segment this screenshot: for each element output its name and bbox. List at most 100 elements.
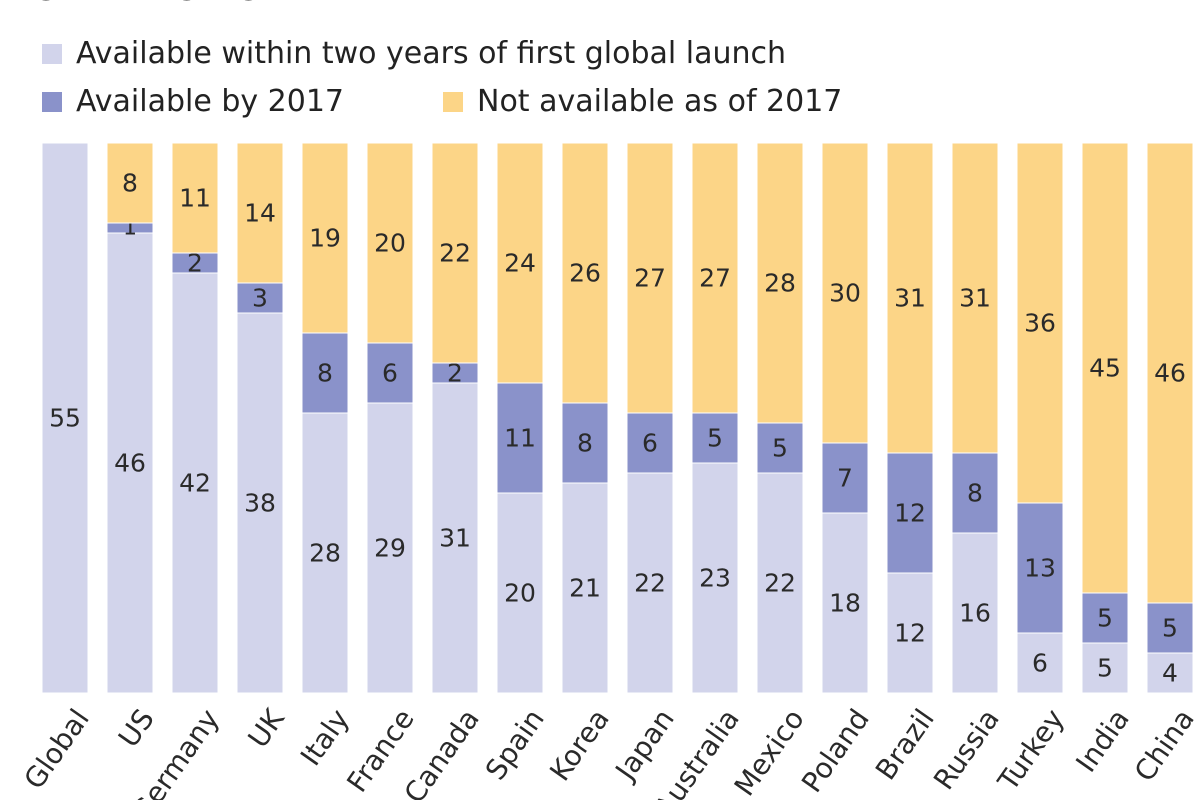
- data-label-india-not-available: 45: [1089, 354, 1121, 383]
- data-label-germany-not-available: 11: [179, 184, 211, 213]
- data-label-turkey-available-by-2017: 13: [1024, 554, 1056, 583]
- data-label-canada-available-by-2017: 2: [447, 359, 463, 388]
- bar-segment-us-not-available: [106, 142, 154, 224]
- data-label-us-available-within-two-years: 46: [114, 449, 146, 478]
- data-label-poland-available-by-2017: 7: [837, 464, 853, 493]
- bar-segment-china-not-available: [1146, 142, 1194, 604]
- data-label-spain-available-within-two-years: 20: [504, 579, 536, 608]
- data-label-mexico-available-by-2017: 5: [772, 434, 788, 463]
- bar-segment-india-available-by-2017: [1081, 592, 1129, 644]
- data-label-canada-available-within-two-years: 31: [439, 524, 471, 553]
- bar-segment-germany-available-within-two-years: [171, 272, 219, 694]
- data-label-japan-available-by-2017: 6: [642, 429, 658, 458]
- x-tick-label-korea: Korea: [543, 703, 616, 787]
- legend-swatch-available-by-2017: [42, 91, 62, 112]
- bar-segment-turkey-available-within-two-years: [1016, 632, 1064, 694]
- data-label-brazil-available-by-2017: 12: [894, 499, 926, 528]
- bar-segment-australia-available-by-2017: [691, 412, 739, 464]
- bar-segment-india-available-within-two-years: [1081, 642, 1129, 694]
- data-label-italy-available-by-2017: 8: [317, 359, 333, 388]
- data-label-france-available-within-two-years: 29: [374, 534, 406, 563]
- data-label-brazil-not-available: 31: [894, 284, 926, 313]
- data-label-spain-not-available: 24: [504, 249, 536, 278]
- data-label-japan-available-within-two-years: 22: [634, 569, 666, 598]
- bar-segment-turkey-not-available: [1016, 142, 1064, 504]
- legend-label-available-by-2017: Available by 2017: [76, 84, 345, 119]
- x-tick-label-uk: UK: [241, 702, 291, 753]
- x-tick-label-spain: Spain: [479, 703, 551, 786]
- x-tick-label-india: India: [1069, 703, 1135, 778]
- bar-segment-us-available-within-two-years: [106, 232, 154, 694]
- bar-segment-india-not-available: [1081, 142, 1129, 594]
- data-label-india-available-within-two-years: 5: [1097, 654, 1113, 683]
- data-label-france-available-by-2017: 6: [382, 359, 398, 388]
- bar-segment-poland-available-by-2017: [821, 442, 869, 514]
- data-label-poland-not-available: 30: [829, 279, 861, 308]
- bar-segment-germany-not-available: [171, 142, 219, 254]
- bar-segment-spain-not-available: [496, 142, 544, 384]
- data-label-australia-available-within-two-years: 23: [699, 564, 731, 593]
- legend-item-not-available: Not available as of 2017: [443, 84, 842, 119]
- data-label-australia-not-available: 27: [699, 264, 731, 293]
- data-label-us-not-available: 8: [122, 169, 138, 198]
- x-tick-label-turkey: Turkey: [991, 703, 1071, 797]
- bar-segment-spain-available-within-two-years: [496, 492, 544, 694]
- data-label-germany-available-by-2017: 2: [187, 249, 203, 278]
- bar-segment-brazil-not-available: [886, 142, 934, 454]
- data-label-brazil-available-within-two-years: 12: [894, 619, 926, 648]
- data-label-korea-not-available: 26: [569, 259, 601, 288]
- data-label-italy-available-within-two-years: 28: [309, 539, 341, 568]
- data-label-poland-available-within-two-years: 18: [829, 589, 861, 618]
- legend-label-available-within-two-years: Available within two years of first glob…: [76, 36, 787, 71]
- data-label-japan-not-available: 27: [634, 264, 666, 293]
- bar-segment-france-available-by-2017: [366, 342, 414, 404]
- data-label-italy-not-available: 19: [309, 224, 341, 253]
- data-label-india-available-by-2017: 5: [1097, 604, 1113, 633]
- legend-label-not-available: Not available as of 2017: [477, 84, 843, 119]
- data-label-russia-not-available: 31: [959, 284, 991, 313]
- bar-segment-uk-not-available: [236, 142, 284, 284]
- data-label-mexico-not-available: 28: [764, 269, 796, 298]
- x-tick-label-china: China: [1128, 703, 1200, 787]
- data-label-germany-available-within-two-years: 42: [179, 469, 211, 498]
- bar-segment-korea-available-within-two-years: [561, 482, 609, 694]
- data-label-canada-not-available: 22: [439, 239, 471, 268]
- legend-item-available-by-2017: Available by 2017: [42, 84, 344, 119]
- data-label-global-available-within-two-years: 55: [49, 404, 81, 433]
- bar-segment-poland-not-available: [821, 142, 869, 444]
- bar-segment-canada-available-within-two-years: [431, 382, 479, 694]
- bar-segment-japan-not-available: [626, 142, 674, 414]
- legend-swatch-available-within-two-years: [42, 43, 62, 64]
- x-tick-label-mexico: Mexico: [728, 703, 811, 800]
- data-label-australia-available-by-2017: 5: [707, 424, 723, 453]
- bar-segment-china-available-by-2017: [1146, 602, 1194, 654]
- bar-segment-korea-available-by-2017: [561, 402, 609, 484]
- data-label-china-available-within-two-years: 4: [1162, 659, 1178, 688]
- x-tick-label-global: Global: [18, 703, 96, 795]
- data-label-spain-available-by-2017: 11: [504, 424, 536, 453]
- bar-segment-mexico-not-available: [756, 142, 804, 424]
- data-label-russia-available-within-two-years: 16: [959, 599, 991, 628]
- legend-swatch-not-available: [443, 91, 463, 112]
- data-label-korea-available-by-2017: 8: [577, 429, 593, 458]
- x-tick-label-russia: Russia: [927, 703, 1006, 796]
- bar-segment-japan-available-by-2017: [626, 412, 674, 474]
- bar-segment-russia-not-available: [951, 142, 999, 454]
- bar-segment-uk-available-by-2017: [236, 282, 284, 314]
- data-label-korea-available-within-two-years: 21: [569, 574, 601, 603]
- data-label-uk-not-available: 14: [244, 199, 276, 228]
- bar-segment-mexico-available-by-2017: [756, 422, 804, 474]
- data-label-uk-available-within-two-years: 38: [244, 489, 276, 518]
- bar-segment-china-available-within-two-years: [1146, 652, 1194, 694]
- data-label-russia-available-by-2017: 8: [967, 479, 983, 508]
- bar-segment-australia-available-within-two-years: [691, 462, 739, 694]
- data-label-turkey-not-available: 36: [1024, 309, 1056, 338]
- data-label-china-available-by-2017: 5: [1162, 614, 1178, 643]
- bar-segment-italy-not-available: [301, 142, 349, 334]
- legend-item-available-within-two-years: Available within two years of first glob…: [42, 36, 786, 71]
- data-label-china-not-available: 46: [1154, 359, 1186, 388]
- bar-segment-mexico-available-within-two-years: [756, 472, 804, 694]
- bar-segment-japan-available-within-two-years: [626, 472, 674, 694]
- bar-segment-global-available-within-two-years: [41, 142, 89, 694]
